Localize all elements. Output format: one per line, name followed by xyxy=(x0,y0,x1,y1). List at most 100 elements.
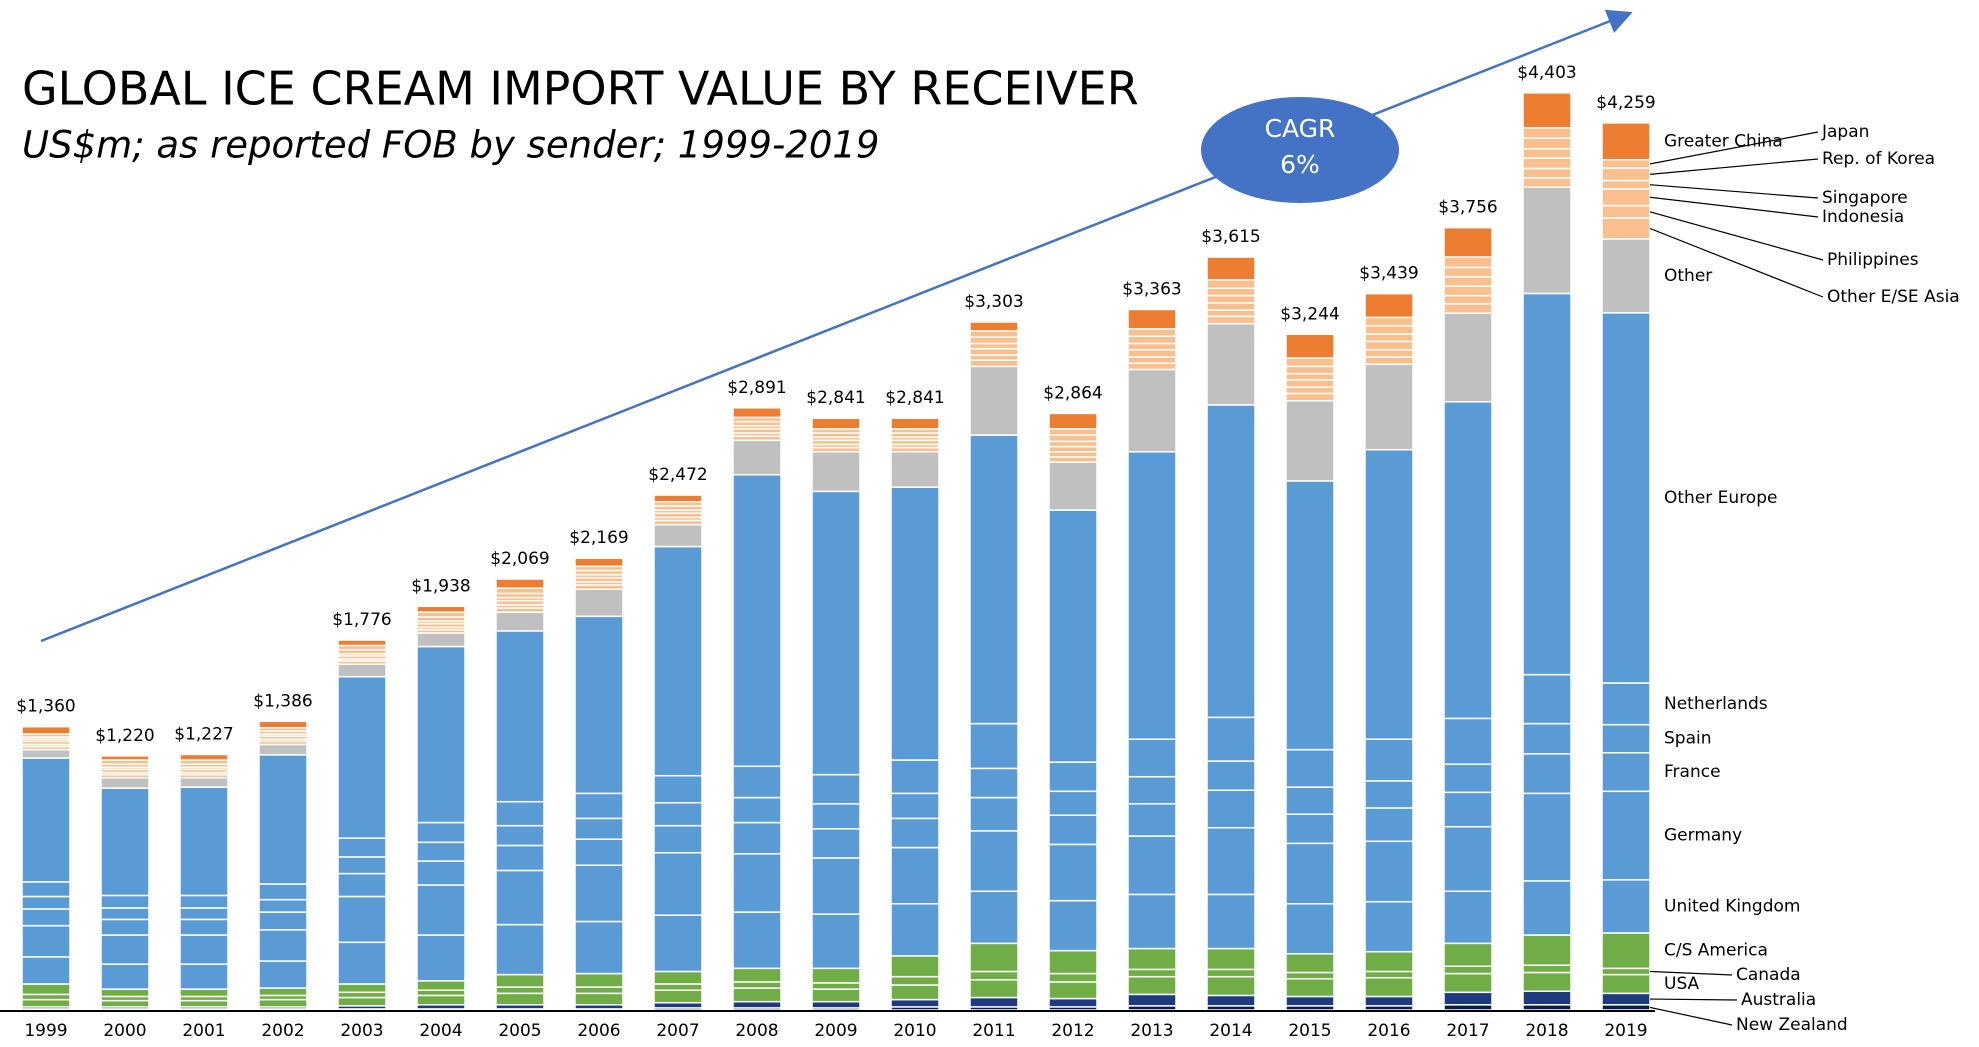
leader-line xyxy=(1649,211,1824,261)
bar-segment xyxy=(1127,335,1177,345)
bar-segment xyxy=(1048,972,1098,983)
bar-segment xyxy=(574,838,624,866)
legend-label: Other xyxy=(1664,266,1712,286)
bar-segment xyxy=(1285,813,1335,845)
bar-segment xyxy=(100,907,150,921)
bar-segment xyxy=(1206,968,1256,978)
bar-segment xyxy=(1601,238,1651,314)
leader-line xyxy=(1649,970,1733,976)
bar-segment xyxy=(1364,292,1414,319)
bar-segment xyxy=(1206,994,1256,1007)
bar-segment xyxy=(1443,1004,1493,1011)
bar-segment xyxy=(337,941,387,985)
x-tick-label: 2009 xyxy=(814,1021,857,1041)
bar-segment xyxy=(732,967,782,983)
bar-segment xyxy=(21,757,71,883)
bar-segment xyxy=(1443,294,1493,305)
bar-segment xyxy=(416,884,466,936)
x-tick-label: 2000 xyxy=(103,1021,146,1041)
bar-segment xyxy=(179,894,229,909)
bar-segment xyxy=(337,996,387,1007)
bar-segment xyxy=(969,890,1019,945)
bar-segment xyxy=(1601,1004,1651,1011)
bar-segment xyxy=(1364,738,1414,782)
bar-segment xyxy=(1443,763,1493,794)
bar-segment xyxy=(1048,451,1098,458)
bar-segment xyxy=(1285,372,1335,381)
x-tick-label: 2014 xyxy=(1209,1021,1252,1041)
legend-label: United Kingdom xyxy=(1664,896,1800,916)
total-label: $1,220 xyxy=(95,726,154,746)
legend-label: Spain xyxy=(1664,729,1712,749)
bar-segment xyxy=(890,759,940,795)
bar-segment xyxy=(574,864,624,923)
bar-segment xyxy=(1443,266,1493,278)
bar-segment xyxy=(1443,972,1493,994)
bar-segment xyxy=(1443,226,1493,258)
bar-segment xyxy=(179,786,229,897)
bar-segment xyxy=(416,934,466,982)
bar-segment xyxy=(969,796,1019,832)
bar-segment xyxy=(179,918,229,936)
bar-segment xyxy=(258,743,308,756)
total-label: $2,891 xyxy=(727,378,786,398)
bar-segment xyxy=(1048,461,1098,511)
bar-segment xyxy=(1364,333,1414,343)
legend-label: Australia xyxy=(1741,990,1816,1010)
bar-segment xyxy=(890,817,940,849)
bar-segment xyxy=(1285,786,1335,815)
legend-label: Other Europe xyxy=(1664,488,1777,508)
bar-segment xyxy=(732,1000,782,1009)
bar-segment xyxy=(1601,723,1651,754)
x-tick-label: 2002 xyxy=(261,1021,304,1041)
bar-segment xyxy=(1127,975,1177,996)
bar-segment xyxy=(1127,308,1177,330)
bar-segment xyxy=(574,615,624,795)
bar-segment xyxy=(1601,967,1651,976)
legend-label: Philippines xyxy=(1827,250,1919,270)
bar-segment xyxy=(100,999,150,1008)
bar-segment xyxy=(969,354,1019,361)
bar-segment xyxy=(1522,880,1572,936)
bar-segment xyxy=(337,991,387,999)
bar-segment xyxy=(1048,899,1098,952)
cagr-value: 6% xyxy=(1280,150,1320,179)
x-tick-label: 2010 xyxy=(893,1021,936,1041)
bar-segment xyxy=(1127,893,1177,950)
bar-segment xyxy=(1048,440,1098,448)
bar-segment xyxy=(811,828,861,859)
bar-segment xyxy=(890,417,940,430)
bar-segment xyxy=(337,895,387,944)
bar-segment xyxy=(100,988,150,998)
bar-segment xyxy=(1522,792,1572,882)
bar-segment xyxy=(1522,167,1572,179)
x-tick-label: 2012 xyxy=(1051,1021,1094,1041)
bar-segment xyxy=(21,725,71,735)
legend-label: Germany xyxy=(1664,826,1742,846)
bar-segment xyxy=(1364,840,1414,903)
bar-segment xyxy=(1364,976,1414,998)
bar-segment xyxy=(732,439,782,476)
bar-segment xyxy=(1443,303,1493,314)
bar-segment xyxy=(574,972,624,988)
bar-segment xyxy=(21,998,71,1008)
bar-segment xyxy=(416,860,466,886)
bar-segment xyxy=(653,824,703,854)
bar-segment xyxy=(1364,363,1414,451)
bar-segment xyxy=(1127,362,1177,371)
bar-segment xyxy=(1522,964,1572,974)
bar-segment xyxy=(416,821,466,844)
leader-line xyxy=(1649,1006,1733,1026)
bar-segment xyxy=(495,844,545,872)
total-label: $3,303 xyxy=(964,292,1023,312)
bar-segment xyxy=(337,675,387,839)
bar-segment xyxy=(1601,682,1651,726)
bar-segment xyxy=(1285,953,1335,974)
bar-segment xyxy=(179,776,229,788)
leader-line xyxy=(1649,998,1738,1001)
x-tick-label: 2006 xyxy=(577,1021,620,1041)
bar-segment xyxy=(258,987,308,997)
bar-segment xyxy=(416,989,466,997)
legend-label: New Zealand xyxy=(1736,1015,1848,1035)
legend-label: C/S America xyxy=(1664,941,1768,961)
